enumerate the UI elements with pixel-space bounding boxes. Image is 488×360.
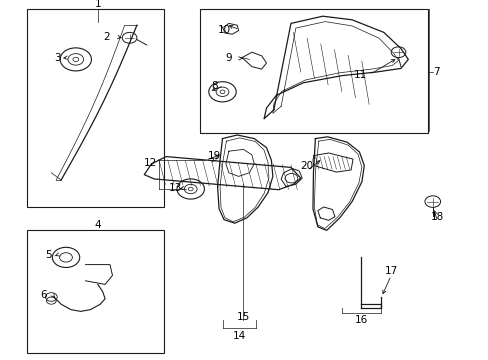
Text: 7: 7 bbox=[432, 67, 439, 77]
Text: 4: 4 bbox=[94, 220, 101, 230]
Text: 16: 16 bbox=[354, 315, 368, 325]
Text: 6: 6 bbox=[41, 290, 47, 300]
Text: 14: 14 bbox=[232, 330, 246, 341]
Text: 5: 5 bbox=[45, 250, 52, 260]
Text: 13: 13 bbox=[168, 183, 182, 193]
Text: 1: 1 bbox=[94, 0, 101, 9]
Bar bbox=[200, 9, 427, 133]
Bar bbox=[27, 9, 163, 207]
Text: 17: 17 bbox=[384, 266, 397, 276]
Text: 3: 3 bbox=[54, 53, 61, 63]
Text: 20: 20 bbox=[300, 161, 313, 171]
Text: 10: 10 bbox=[217, 24, 230, 35]
Text: 15: 15 bbox=[236, 312, 249, 322]
Text: 19: 19 bbox=[207, 150, 221, 161]
Text: 11: 11 bbox=[353, 69, 367, 80]
Bar bbox=[27, 230, 163, 353]
Text: 8: 8 bbox=[210, 81, 217, 91]
Text: 12: 12 bbox=[143, 158, 157, 168]
Text: 9: 9 bbox=[225, 53, 232, 63]
Text: 18: 18 bbox=[430, 212, 444, 222]
Text: 2: 2 bbox=[103, 32, 110, 42]
